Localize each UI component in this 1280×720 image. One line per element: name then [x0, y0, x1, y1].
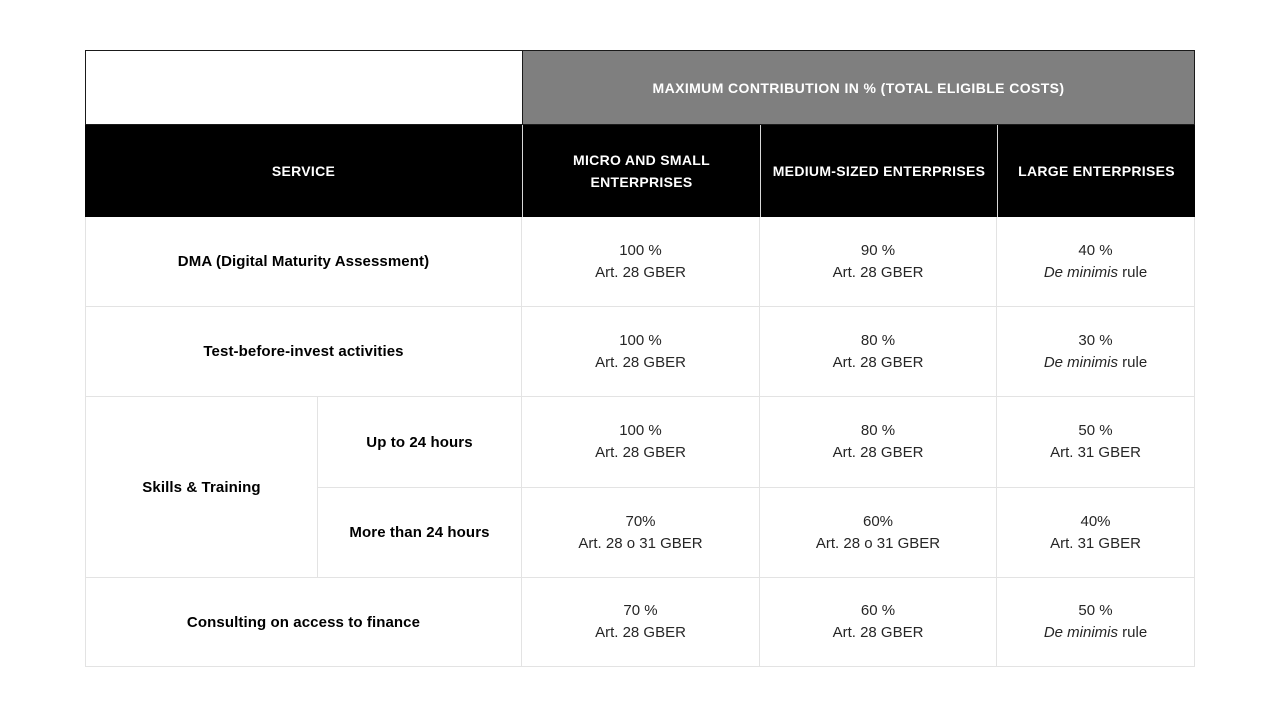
rule-value: Art. 28 GBER	[832, 444, 924, 461]
value-cell: 70% Art. 28 o 31 GBER	[522, 488, 760, 578]
service-group-cell-skills-training: Skills & Training	[85, 397, 318, 578]
rule-value: De minimis rule	[1043, 263, 1148, 281]
service-group-label: Skills & Training	[142, 478, 261, 496]
percent-value: 60%	[862, 512, 894, 530]
contribution-band: MAXIMUM CONTRIBUTION IN % (TOTAL ELIGIBL…	[522, 50, 1196, 125]
col-header-large: LARGE ENTERPRISES	[997, 125, 1196, 217]
service-cell: Test-before-invest activities	[85, 307, 522, 397]
percent-value: 70 %	[623, 602, 658, 619]
band-title: MAXIMUM CONTRIBUTION IN % (TOTAL ELIGIBL…	[652, 79, 1065, 96]
rule-value: Art. 28 GBER	[832, 263, 924, 281]
col-header-service: SERVICE	[85, 125, 522, 217]
percent-value: 50 %	[1078, 422, 1113, 439]
rule-value: Art. 28 GBER	[595, 624, 686, 641]
value-cell: 100 % Art. 28 GBER	[522, 307, 760, 397]
value-cell: 100 % Art. 28 GBER	[522, 217, 760, 307]
service-cell: DMA (Digital Maturity Assessment)	[85, 217, 522, 307]
col-header-medium: MEDIUM-SIZED ENTERPRISES	[760, 125, 997, 217]
service-label: Consulting on access to finance	[186, 613, 421, 631]
table-row-consulting-finance: Consulting on access to finance 70 % Art…	[85, 578, 1196, 667]
rule-value: Art. 28 GBER	[595, 444, 686, 461]
rule-value: Art. 31 GBER	[1050, 444, 1141, 461]
service-sub-label: More than 24 hours	[349, 524, 490, 541]
percent-value: 80 %	[860, 422, 896, 439]
value-cell: 70 % Art. 28 GBER	[522, 578, 760, 667]
rule-value: De minimis rule	[1043, 624, 1148, 641]
percent-value: 40 %	[1078, 241, 1113, 259]
percent-value: 100 %	[619, 241, 662, 259]
value-cell: 40 % De minimis rule	[997, 217, 1196, 307]
service-label: Test-before-invest activities	[203, 343, 404, 360]
percent-value: 90 %	[860, 241, 896, 259]
value-cell: 60% Art. 28 o 31 GBER	[760, 488, 997, 578]
rule-value: Art. 28 GBER	[832, 353, 924, 371]
percent-value: 70%	[625, 512, 656, 530]
value-cell: 100 % Art. 28 GBER	[522, 397, 760, 488]
band-row: MAXIMUM CONTRIBUTION IN % (TOTAL ELIGIBL…	[85, 50, 1196, 125]
column-header-row: SERVICE MICRO AND SMALL ENTERPRISES MEDI…	[85, 125, 1196, 217]
value-cell: 60 % Art. 28 GBER	[760, 578, 997, 667]
rule-value: Art. 28 o 31 GBER	[578, 534, 703, 552]
value-cell: 80 % Art. 28 GBER	[760, 397, 997, 488]
service-sub-cell: More than 24 hours	[318, 488, 522, 578]
service-label: DMA (Digital Maturity Assessment)	[177, 253, 430, 270]
service-cell: Consulting on access to finance	[85, 578, 522, 667]
value-cell: 90 % Art. 28 GBER	[760, 217, 997, 307]
col-header-micro-small: MICRO AND SMALL ENTERPRISES	[522, 125, 760, 217]
value-cell: 80 % Art. 28 GBER	[760, 307, 997, 397]
rule-value: Art. 28 GBER	[595, 353, 686, 371]
percent-value: 40%	[1080, 512, 1111, 530]
percent-value: 50 %	[1078, 602, 1113, 619]
percent-value: 80 %	[860, 331, 896, 349]
table-row-skills-up-to-24h: Skills & Training Up to 24 hours 100 % A…	[85, 397, 1196, 578]
value-cell: 30 % De minimis rule	[997, 307, 1196, 397]
value-cell: 50 % Art. 31 GBER	[997, 397, 1196, 488]
contribution-table: MAXIMUM CONTRIBUTION IN % (TOTAL ELIGIBL…	[85, 50, 1196, 667]
value-cell: 40% Art. 31 GBER	[997, 488, 1196, 578]
rule-value: Art. 28 GBER	[832, 624, 924, 641]
table-row-skills-more-than-24h: More than 24 hours 70% Art. 28 o 31 GBER…	[85, 488, 1196, 578]
service-sub-cell: Up to 24 hours	[318, 397, 522, 488]
percent-value: 60 %	[860, 602, 896, 619]
rule-value: De minimis rule	[1043, 353, 1148, 371]
table-row-test-before-invest: Test-before-invest activities 100 % Art.…	[85, 307, 1196, 397]
percent-value: 100 %	[619, 331, 662, 349]
rule-value: Art. 31 GBER	[1050, 534, 1141, 552]
blank-header-cell	[85, 50, 522, 125]
percent-value: 100 %	[619, 422, 662, 439]
percent-value: 30 %	[1078, 331, 1113, 349]
rule-value: Art. 28 GBER	[595, 263, 686, 281]
value-cell: 50 % De minimis rule	[997, 578, 1196, 667]
rule-value: Art. 28 o 31 GBER	[815, 534, 941, 552]
service-sub-label: Up to 24 hours	[366, 433, 473, 451]
table-row-dma: DMA (Digital Maturity Assessment) 100 % …	[85, 217, 1196, 307]
